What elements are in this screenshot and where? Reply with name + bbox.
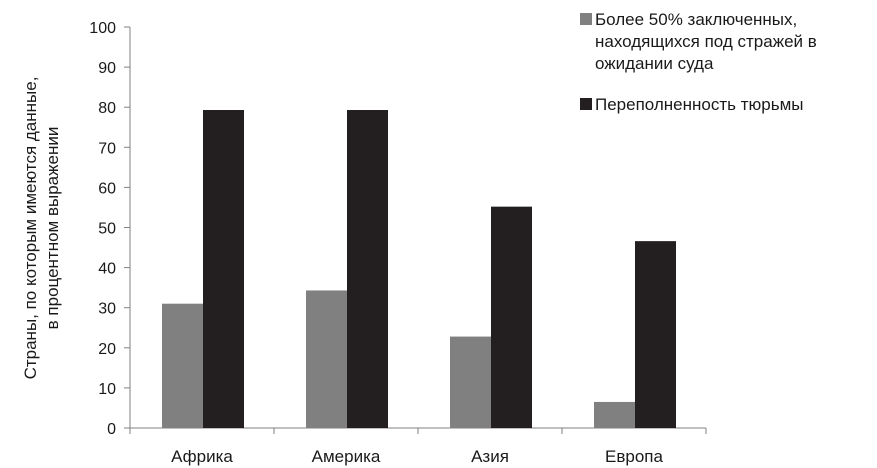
y-axis-title: Страны, по которым имеются данные, в проц… — [21, 77, 62, 380]
y-tick-label: 80 — [98, 100, 116, 117]
y-axis-title-text: Страны, по которым имеются данные, в проц… — [21, 77, 62, 380]
y-tick-label: 0 — [107, 421, 116, 438]
x-category-label: Америка — [312, 447, 381, 466]
legend-label-line: ожидании суда — [595, 54, 714, 73]
y-tick-label: 70 — [98, 140, 116, 157]
bar — [635, 241, 676, 428]
bar — [491, 206, 532, 428]
y-tick-label: 30 — [98, 301, 116, 318]
y-tick-label: 40 — [98, 261, 116, 278]
bar — [203, 110, 244, 428]
y-tick-label: 100 — [89, 20, 116, 37]
x-category-label: Европа — [605, 447, 663, 466]
bar — [450, 336, 491, 428]
y-axis-title-line: Страны, по которым имеются данные, — [21, 77, 40, 380]
legend: Более 50% заключенных, находящихся под ст… — [580, 10, 817, 114]
legend-swatch — [580, 13, 592, 25]
legend-item: Более 50% заключенных, находящихся под ст… — [580, 10, 817, 73]
x-axis: Африка Америка Азия Европа — [129, 427, 707, 466]
legend-label: Более 50% заключенных, находящихся под ст… — [595, 10, 817, 73]
legend-swatch — [580, 98, 592, 110]
bar — [306, 290, 347, 428]
bars — [162, 110, 676, 428]
legend-item: Переполненность тюрьмы — [580, 95, 803, 114]
y-tick-label: 60 — [98, 180, 116, 197]
legend-label-line: Более 50% заключенных, — [595, 10, 797, 29]
legend-label: Переполненность тюрьмы — [595, 95, 803, 114]
bar — [347, 110, 388, 428]
bar — [594, 401, 635, 428]
x-category-label: Африка — [171, 447, 233, 466]
y-axis-title-line: в процентном выражении — [43, 127, 62, 330]
legend-label-line: Переполненность тюрьмы — [595, 95, 803, 114]
x-category-label: Азия — [471, 447, 509, 466]
bar — [162, 303, 203, 428]
y-axis: 0 10 20 30 40 50 60 70 80 90 100 — [89, 20, 131, 438]
legend-label-line: находящихся под стражей в — [595, 32, 817, 51]
y-tick-label: 50 — [98, 221, 116, 238]
y-tick-label: 10 — [98, 381, 116, 398]
y-tick-label: 20 — [98, 341, 116, 358]
y-tick-label: 90 — [98, 60, 116, 77]
